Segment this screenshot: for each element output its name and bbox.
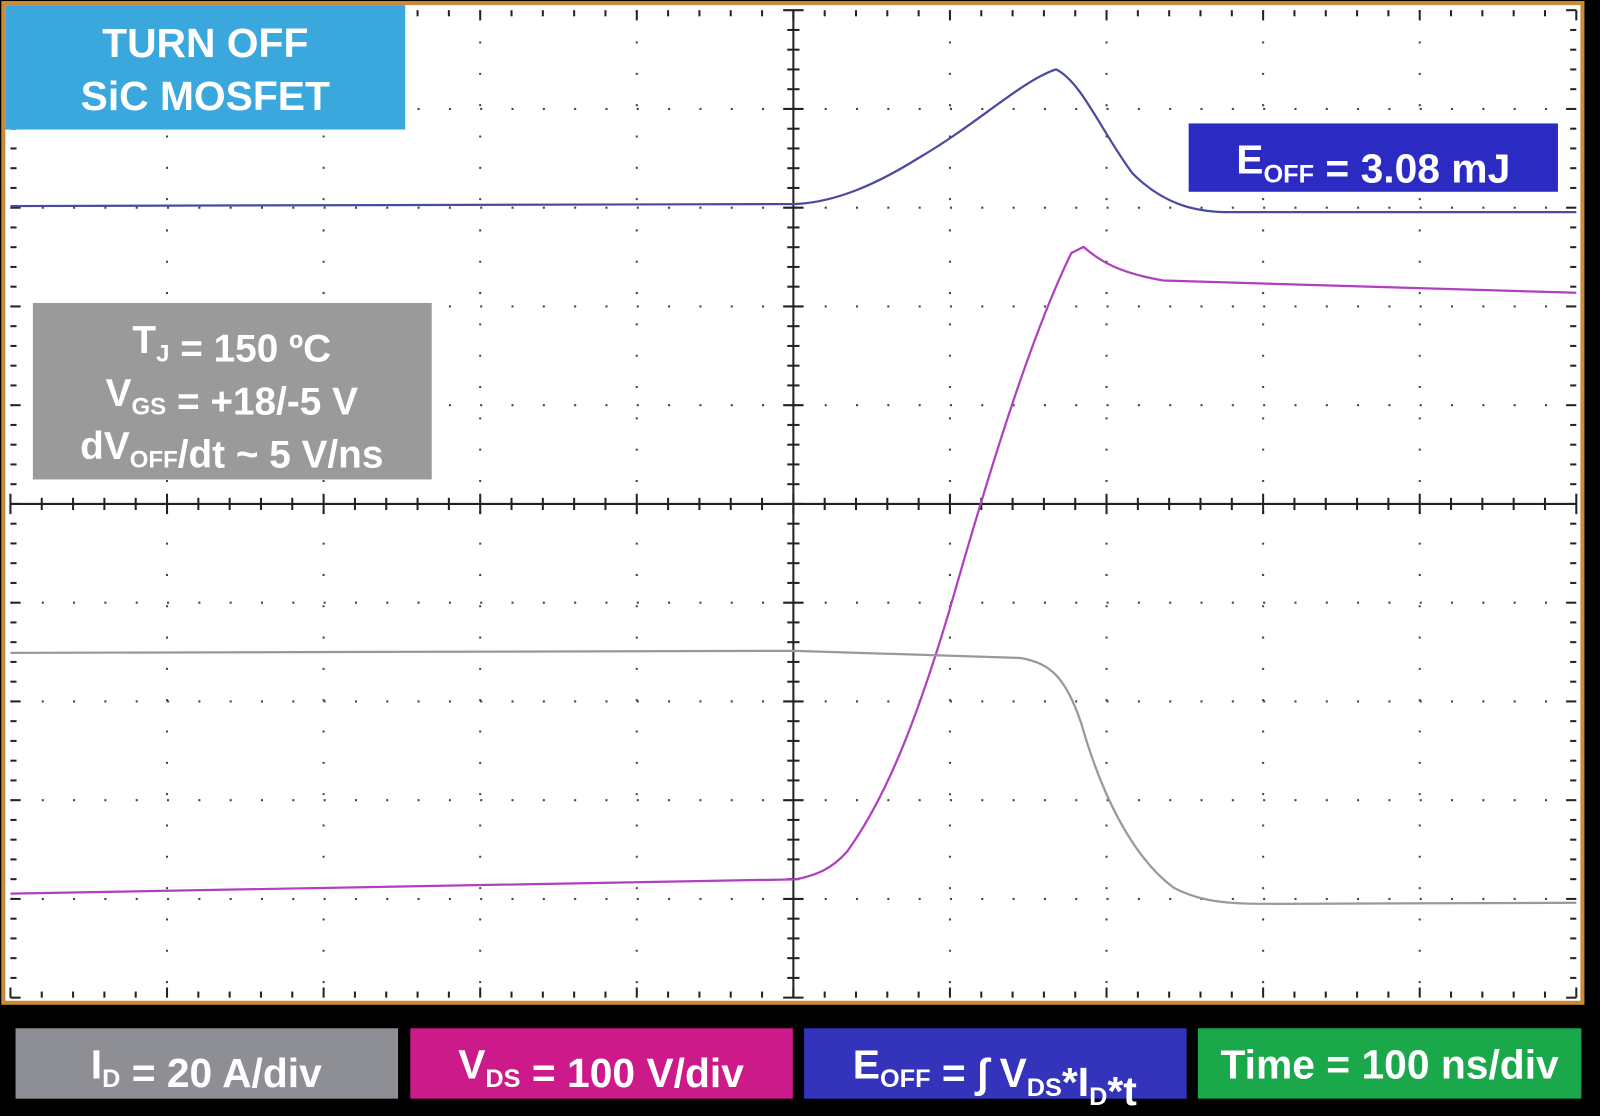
subscript: GS — [132, 394, 167, 421]
subscript: DS — [1027, 1074, 1062, 1102]
vds-trace — [10, 245, 1577, 895]
label: EOFF = ∫ VDS*ID*t — [853, 1041, 1137, 1114]
label-text: V — [458, 1041, 485, 1087]
id-trace — [10, 649, 1577, 905]
label: dVOFF/dt ~ 5 V/ns — [80, 425, 383, 477]
label-text: *t — [1107, 1068, 1137, 1114]
legend-box — [1197, 1028, 1582, 1099]
label-text: *I — [1062, 1059, 1089, 1105]
label: TJ = 150 ºC — [132, 319, 331, 371]
label-text: = +18/-5 V — [166, 381, 358, 424]
legend-box — [410, 1028, 793, 1099]
subscript: OFF — [1264, 160, 1315, 188]
label-text: = 100 V/div — [521, 1050, 745, 1096]
legend-box — [804, 1028, 1187, 1099]
label-text: V — [106, 372, 132, 415]
title-line: TURN OFF — [102, 20, 308, 66]
conditions-box — [32, 302, 432, 480]
label: VDS = 100 V/div — [458, 1041, 744, 1096]
title-badge — [5, 5, 406, 130]
subscript: DS — [485, 1065, 520, 1093]
subscript: J — [156, 340, 169, 367]
label-text: E — [853, 1041, 880, 1087]
label-text: E — [1236, 136, 1263, 182]
title-line: SiC MOSFET — [81, 73, 330, 119]
label: Time = 100 ns/div — [1220, 1041, 1559, 1087]
label-text: T — [132, 319, 156, 362]
label-text: = 150 ºC — [169, 327, 331, 370]
label: ID = 20 A/div — [91, 1041, 322, 1096]
subscript: D — [102, 1065, 120, 1093]
result-box — [1188, 123, 1558, 192]
label: EOFF = 3.08 mJ — [1236, 136, 1510, 191]
label-text: dV — [80, 425, 130, 468]
subscript: OFF — [880, 1065, 931, 1093]
subscript: OFF — [130, 447, 178, 474]
label-text: = 20 A/div — [120, 1050, 322, 1096]
label-text: = ∫ V — [931, 1050, 1027, 1097]
label-text: Time = 100 ns/div — [1220, 1041, 1559, 1087]
subscript: D — [1089, 1083, 1107, 1111]
label: VGS = +18/-5 V — [106, 372, 358, 424]
label-text: /dt ~ 5 V/ns — [178, 434, 384, 477]
label-text: = 3.08 mJ — [1314, 145, 1510, 191]
label-text: I — [91, 1041, 102, 1087]
legend-box — [15, 1028, 399, 1099]
energy-trace — [10, 68, 1577, 214]
